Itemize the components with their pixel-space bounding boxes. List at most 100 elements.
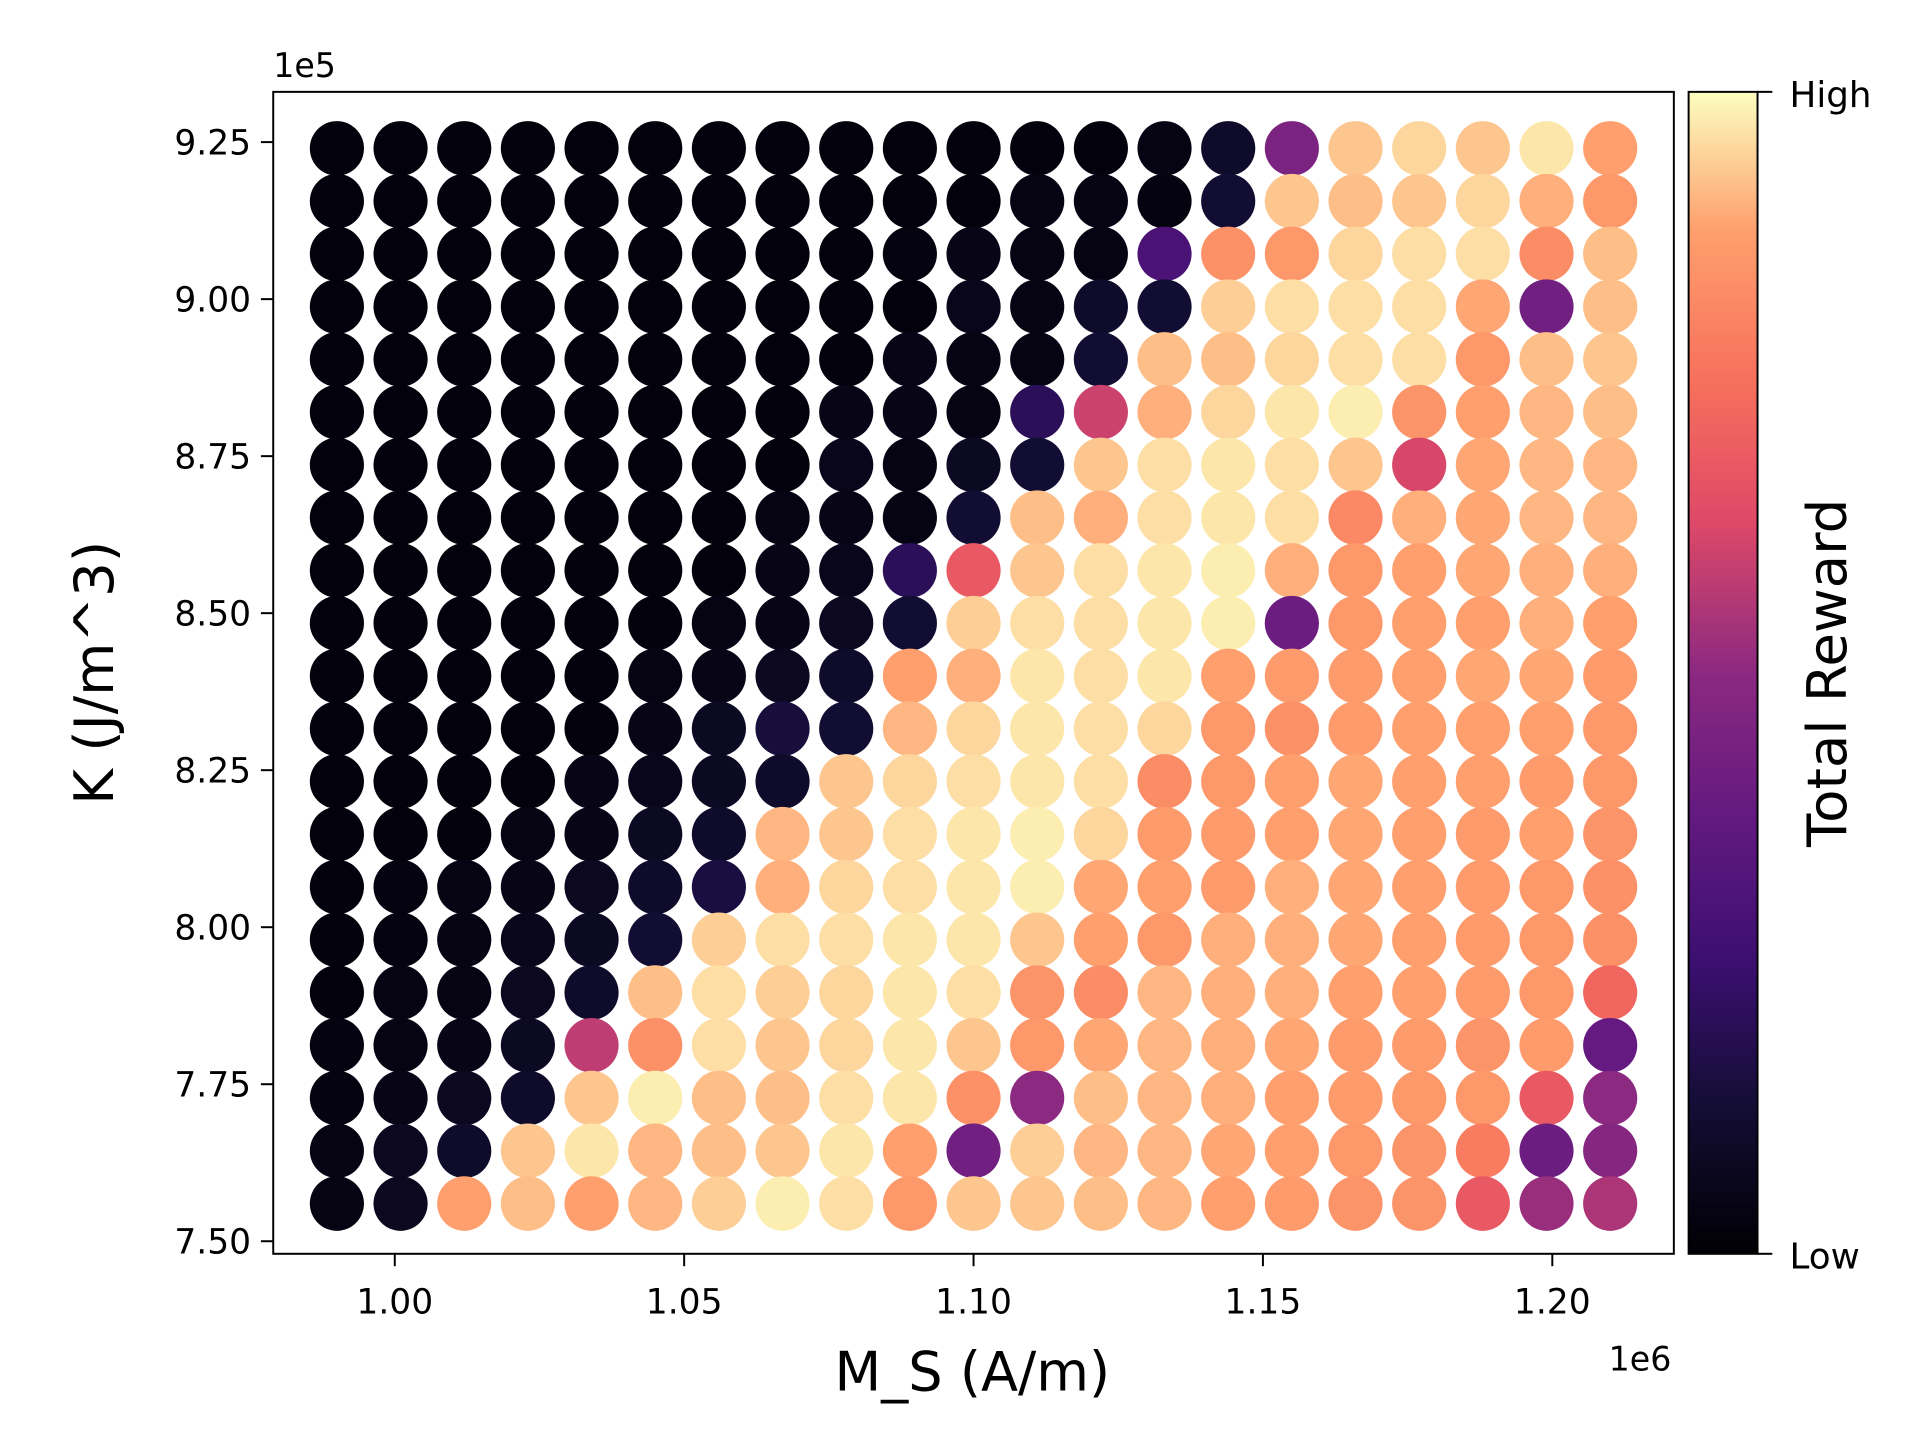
data-point: [1073, 1017, 1128, 1073]
data-point: [946, 173, 1001, 229]
data-point: [500, 490, 555, 546]
data-point: [819, 226, 874, 282]
data-point: [1010, 543, 1065, 598]
data-point: [1201, 490, 1256, 546]
data-point: [1519, 384, 1574, 440]
data-point: [946, 912, 1001, 968]
data-point: [309, 490, 364, 546]
data-point: [1455, 121, 1510, 176]
data-point: [500, 754, 555, 809]
data-point: [1583, 226, 1638, 282]
data-point: [1201, 279, 1256, 334]
data-point: [1264, 121, 1319, 176]
y-axis: 7.50 7.75 8.00 8.25 8.50 8.75 9.00 9.25: [174, 123, 274, 1263]
data-point: [946, 965, 1001, 1020]
data-point: [1137, 1176, 1192, 1231]
data-point: [628, 912, 683, 968]
data-point: [1455, 279, 1510, 334]
data-point: [755, 1017, 810, 1073]
data-point: [500, 806, 555, 862]
data-point: [437, 121, 492, 176]
data-point: [1328, 1070, 1383, 1126]
data-point: [1137, 384, 1192, 440]
data-point: [1264, 806, 1319, 862]
data-point: [1137, 1070, 1192, 1126]
data-point: [1519, 965, 1574, 1020]
colorbar: [1687, 90, 1759, 1255]
data-point: [1201, 173, 1256, 229]
data-point: [564, 332, 619, 387]
data-point: [373, 332, 428, 387]
data-point: [946, 226, 1001, 282]
data-point: [564, 806, 619, 862]
data-point: [437, 912, 492, 968]
data-point: [755, 648, 810, 704]
data-point: [882, 437, 937, 493]
data-point: [437, 332, 492, 387]
data-point: [1201, 701, 1256, 757]
data-point: [373, 173, 428, 229]
data-point: [1583, 279, 1638, 334]
data-point: [1519, 332, 1574, 387]
y-offset-label: 1e5: [273, 46, 336, 85]
y-tick-label: 9.25: [174, 123, 251, 163]
data-point: [1010, 595, 1065, 651]
data-point: [691, 965, 746, 1020]
data-point: [1392, 965, 1447, 1020]
data-point: [1201, 806, 1256, 862]
data-point: [755, 595, 810, 651]
data-point: [1264, 965, 1319, 1020]
data-point: [691, 173, 746, 229]
data-point: [1455, 173, 1510, 229]
data-point: [882, 806, 937, 862]
data-point: [1328, 965, 1383, 1020]
data-point: [1073, 859, 1128, 915]
data-point: [1073, 490, 1128, 546]
data-point: [628, 279, 683, 334]
data-point: [1137, 332, 1192, 387]
data-point: [1010, 490, 1065, 546]
data-point: [500, 279, 555, 334]
data-point: [946, 648, 1001, 704]
data-point: [946, 1070, 1001, 1126]
data-point: [1137, 648, 1192, 704]
data-point: [819, 543, 874, 598]
data-point: [882, 384, 937, 440]
data-point: [437, 648, 492, 704]
data-point: [564, 226, 619, 282]
data-point: [1137, 965, 1192, 1020]
data-point: [1455, 437, 1510, 493]
data-point: [437, 226, 492, 282]
data-point: [500, 701, 555, 757]
data-point: [1328, 121, 1383, 176]
data-point: [946, 279, 1001, 334]
data-point: [882, 859, 937, 915]
y-tick-label: 9.00: [174, 280, 251, 320]
data-point: [1010, 332, 1065, 387]
data-point: [1583, 754, 1638, 809]
data-point: [755, 754, 810, 809]
data-point: [1201, 1176, 1256, 1231]
data-point: [1201, 965, 1256, 1020]
data-point: [373, 226, 428, 282]
data-point: [1264, 1176, 1319, 1231]
data-point: [1073, 173, 1128, 229]
x-tick-label: 1.00: [356, 1282, 433, 1322]
data-point: [437, 490, 492, 546]
data-point: [564, 279, 619, 334]
data-point: [946, 332, 1001, 387]
data-point: [1201, 1070, 1256, 1126]
data-point: [819, 754, 874, 809]
data-point: [1392, 1070, 1447, 1126]
data-point: [1519, 437, 1574, 493]
data-point: [373, 121, 428, 176]
data-point: [500, 1070, 555, 1126]
data-point: [1392, 859, 1447, 915]
data-point: [628, 806, 683, 862]
data-point: [1583, 1123, 1638, 1179]
data-point: [1328, 543, 1383, 598]
data-point: [1328, 1123, 1383, 1179]
data-point: [946, 806, 1001, 862]
data-point: [691, 226, 746, 282]
data-point: [819, 173, 874, 229]
